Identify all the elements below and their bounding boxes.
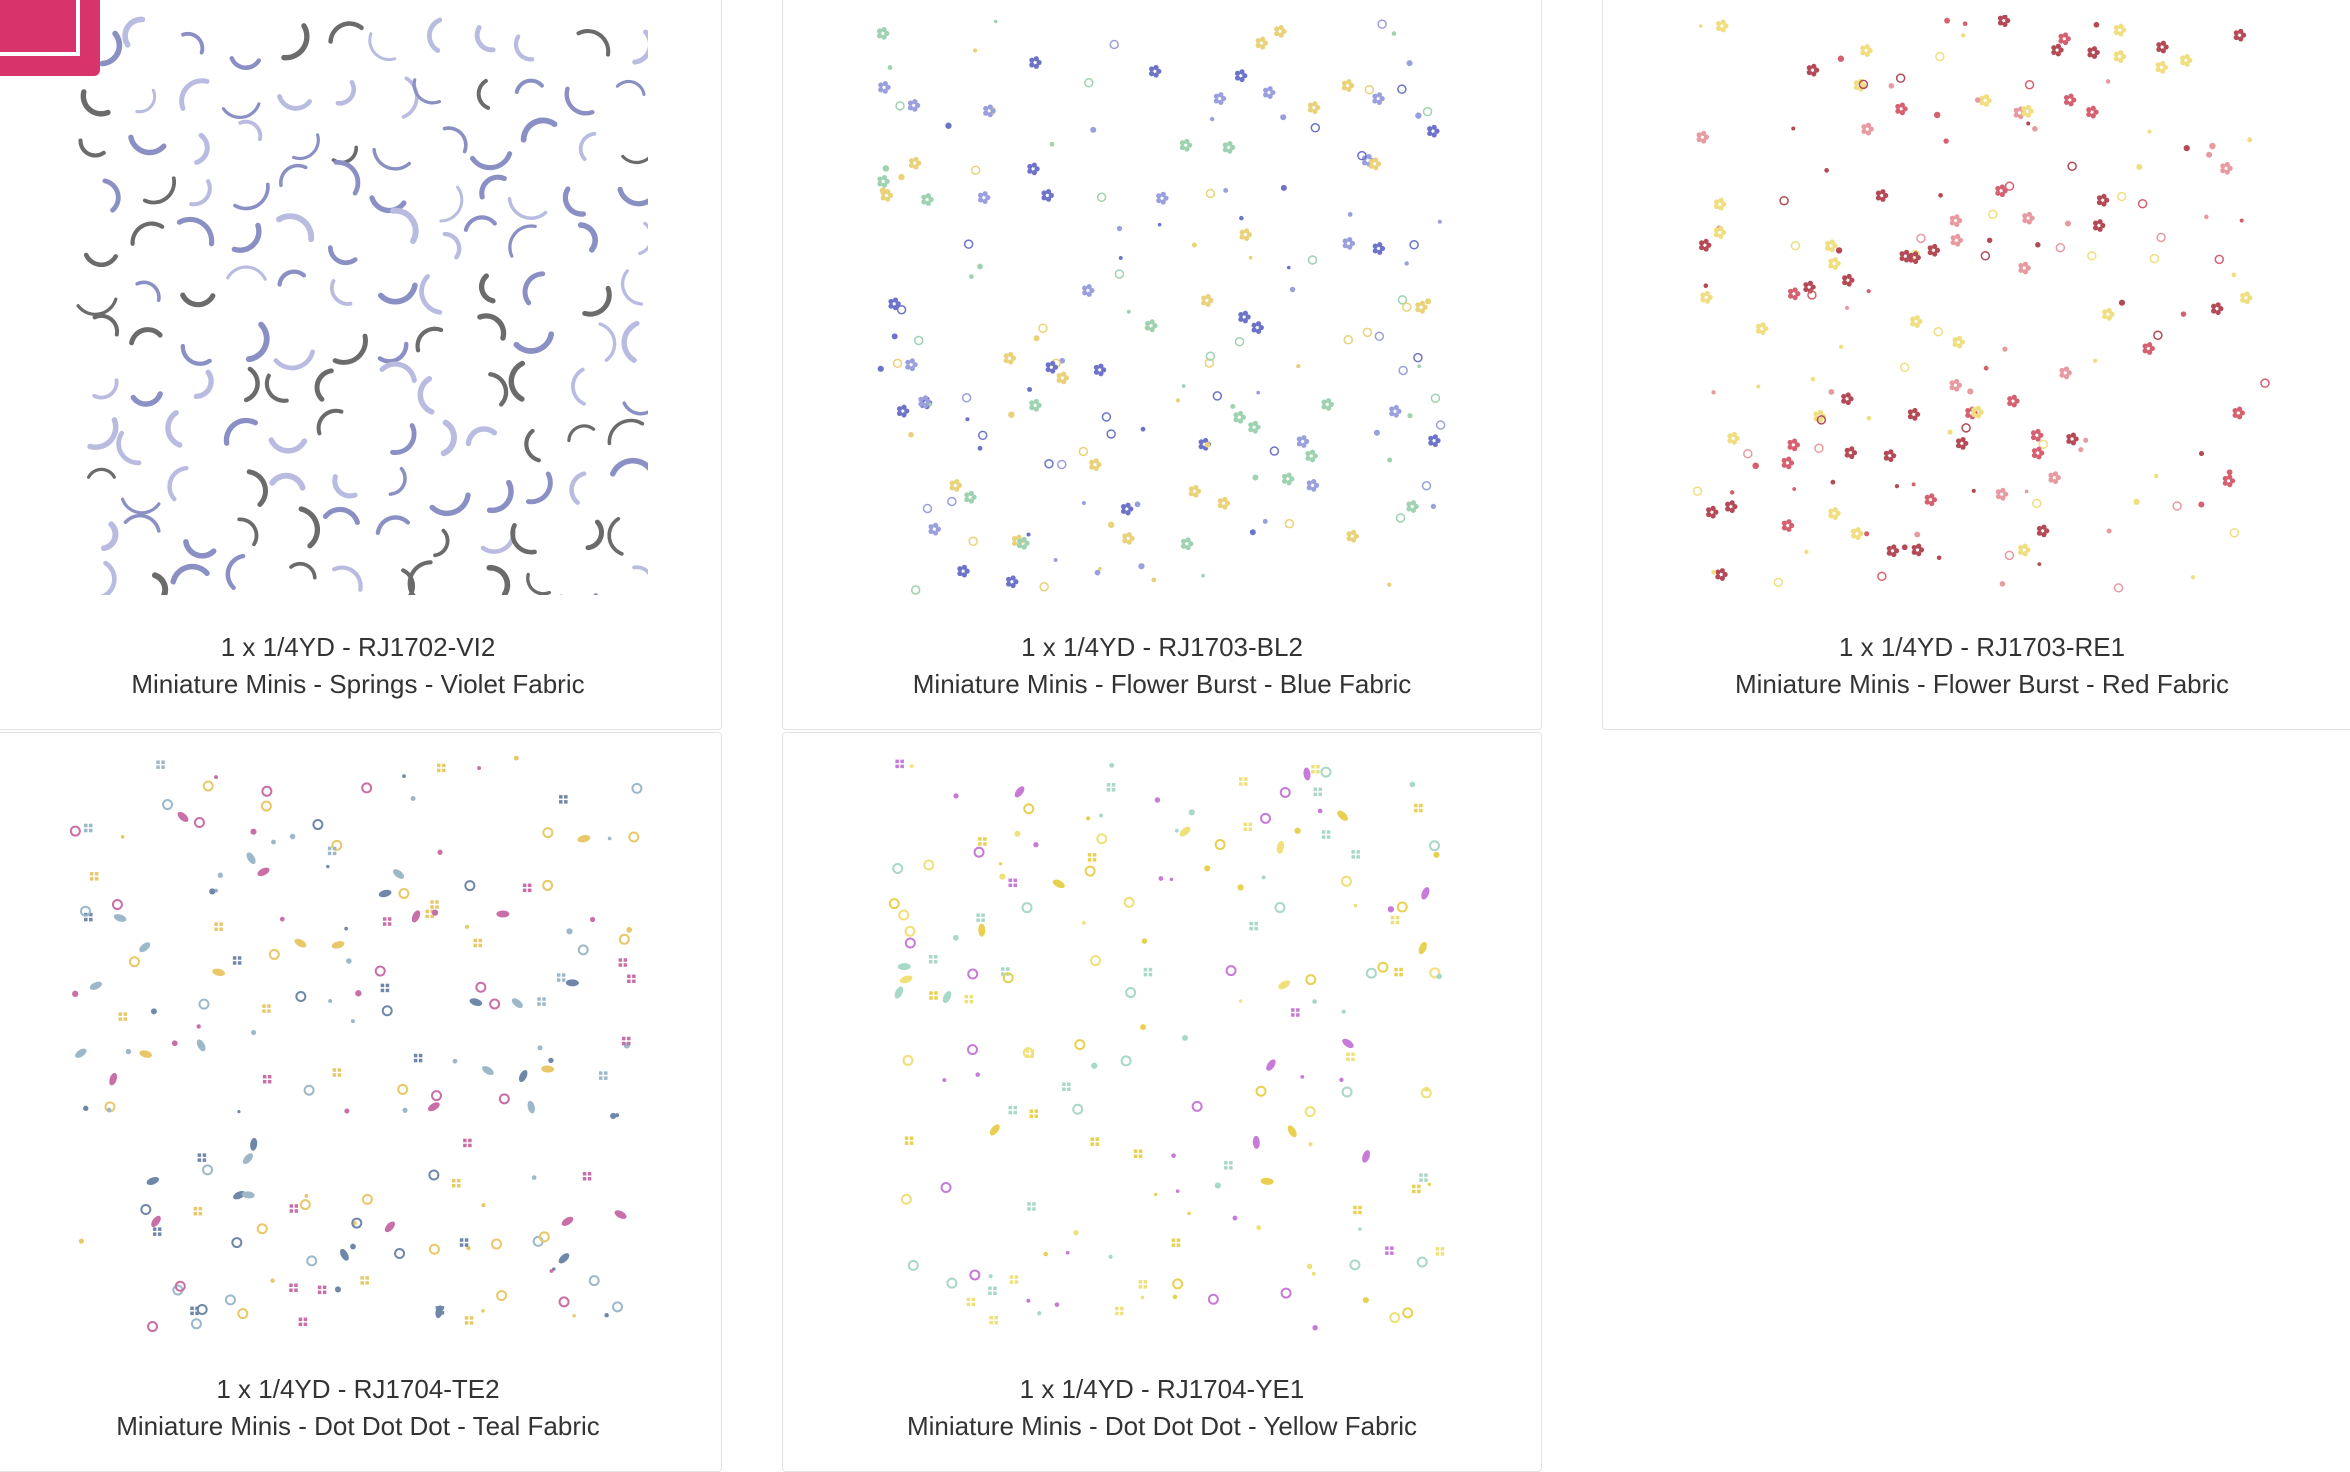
product-title: Miniature Minis - Dot Dot Dot - Teal Fab… [116,1411,600,1441]
product-caption[interactable]: 1 x 1/4YD - RJ1703-BL2 Miniature Minis -… [783,629,1541,703]
product-card[interactable]: 1 x 1/4YD - RJ1702-VI2 Miniature Minis -… [0,0,722,730]
product-title: Miniature Minis - Dot Dot Dot - Yellow F… [906,1411,1418,1441]
product-caption[interactable]: 1 x 1/4YD - RJ1703-RE1 Miniature Minis -… [1603,629,2350,703]
sale-badge [0,0,100,76]
product-title: Miniature Minis - Flower Burst - Blue Fa… [912,669,1412,699]
product-caption[interactable]: 1 x 1/4YD - RJ1702-VI2 Miniature Minis -… [0,629,721,703]
product-caption[interactable]: 1 x 1/4YD - RJ1704-YE1 Miniature Minis -… [783,1371,1541,1445]
fabric-swatch-image[interactable] [1692,15,2272,595]
fabric-swatch-image[interactable] [872,15,1452,595]
product-title: Miniature Minis - Flower Burst - Red Fab… [1734,669,2230,699]
product-card[interactable]: 1 x 1/4YD - RJ1704-YE1 Miniature Minis -… [782,732,1542,1472]
product-sku: 1 x 1/4YD - RJ1704-TE2 [216,1374,500,1404]
fabric-swatch-image[interactable] [68,753,648,1333]
product-sku: 1 x 1/4YD - RJ1703-RE1 [1838,632,2126,662]
product-sku: 1 x 1/4YD - RJ1704-YE1 [1019,1374,1305,1404]
product-card[interactable]: 1 x 1/4YD - RJ1703-BL2 Miniature Minis -… [782,0,1542,730]
badge-frame [0,0,80,56]
product-sku: 1 x 1/4YD - RJ1702-VI2 [220,632,496,662]
fabric-swatch-image[interactable] [872,753,1452,1333]
fabric-swatch-image[interactable] [68,15,648,595]
product-card[interactable]: 1 x 1/4YD - RJ1704-TE2 Miniature Minis -… [0,732,722,1472]
product-card[interactable]: 1 x 1/4YD - RJ1703-RE1 Miniature Minis -… [1602,0,2350,730]
product-title: Miniature Minis - Springs - Violet Fabri… [131,669,585,699]
product-sku: 1 x 1/4YD - RJ1703-BL2 [1021,632,1303,662]
product-caption[interactable]: 1 x 1/4YD - RJ1704-TE2 Miniature Minis -… [0,1371,721,1445]
